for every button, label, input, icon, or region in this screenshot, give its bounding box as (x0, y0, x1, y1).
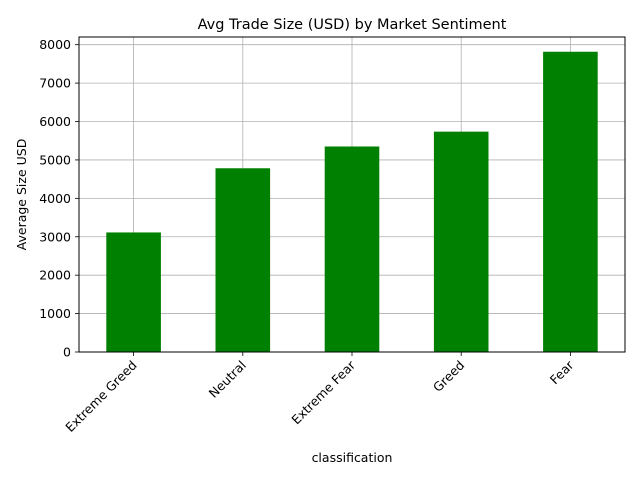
y-tick-label: 5000 (39, 152, 71, 167)
y-tick-label: 1000 (39, 306, 71, 321)
y-tick-label: 6000 (39, 114, 71, 129)
bar-extreme-greed (106, 232, 161, 352)
chart-title: Avg Trade Size (USD) by Market Sentiment (198, 17, 507, 33)
y-axis-label: Average Size USD (14, 139, 29, 251)
y-tick-label: 4000 (39, 191, 71, 206)
y-tick-label: 7000 (39, 76, 71, 91)
y-tick-label: 3000 (39, 229, 71, 244)
y-tick-label: 2000 (39, 268, 71, 283)
bars (106, 51, 598, 352)
bar-fear (543, 51, 598, 352)
bar-extreme-fear (324, 146, 380, 352)
y-tick-label: 0 (63, 345, 71, 360)
y-axis-ticks: 0 1000 2000 3000 4000 5000 6000 7000 8000 (39, 37, 79, 360)
bar-greed (433, 131, 489, 352)
bar-neutral (215, 168, 271, 352)
y-tick-label: 8000 (39, 37, 71, 52)
x-axis-label: classification (312, 450, 393, 465)
